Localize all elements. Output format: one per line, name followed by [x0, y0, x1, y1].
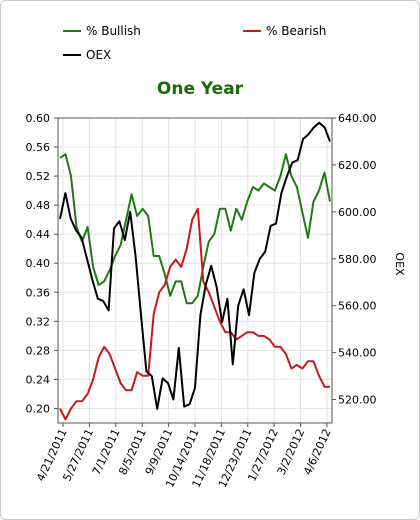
left-tick-label: 0.32	[26, 315, 51, 328]
right-tick-label: 540.00	[338, 347, 377, 360]
right-tick-label: 600.00	[338, 206, 377, 219]
left-tick-label: 0.48	[26, 199, 51, 212]
left-tick-label: 0.44	[26, 228, 51, 241]
legend-label-bearish: % Bearish	[266, 24, 326, 38]
left-tick-label: 0.20	[26, 402, 51, 415]
right-axis-title: OEX	[393, 252, 406, 276]
right-tick-label: 520.00	[338, 394, 377, 407]
left-tick-label: 0.52	[26, 170, 51, 183]
right-tick-label: 640.00	[338, 112, 377, 125]
right-tick-label: 620.00	[338, 159, 377, 172]
chart-title: One Year	[157, 79, 244, 99]
legend: % Bullish % Bearish OEX	[63, 24, 326, 62]
left-tick-label: 0.36	[26, 286, 51, 299]
series-line-bullish	[59, 153, 331, 305]
left-tick-label: 0.56	[26, 141, 51, 154]
series-layer	[59, 121, 331, 421]
left-tick-label: 0.60	[26, 112, 51, 125]
left-tick-label: 0.28	[26, 344, 51, 357]
left-tick-label: 0.24	[26, 373, 51, 386]
series-line-oex	[59, 121, 331, 410]
series-line-bearish	[59, 207, 330, 421]
legend-label-bullish: % Bullish	[86, 24, 141, 38]
right-tick-label: 580.00	[338, 253, 377, 266]
left-tick-label: 0.40	[26, 257, 51, 270]
right-tick-label: 560.00	[338, 300, 377, 313]
legend-label-oex: OEX	[86, 48, 111, 62]
